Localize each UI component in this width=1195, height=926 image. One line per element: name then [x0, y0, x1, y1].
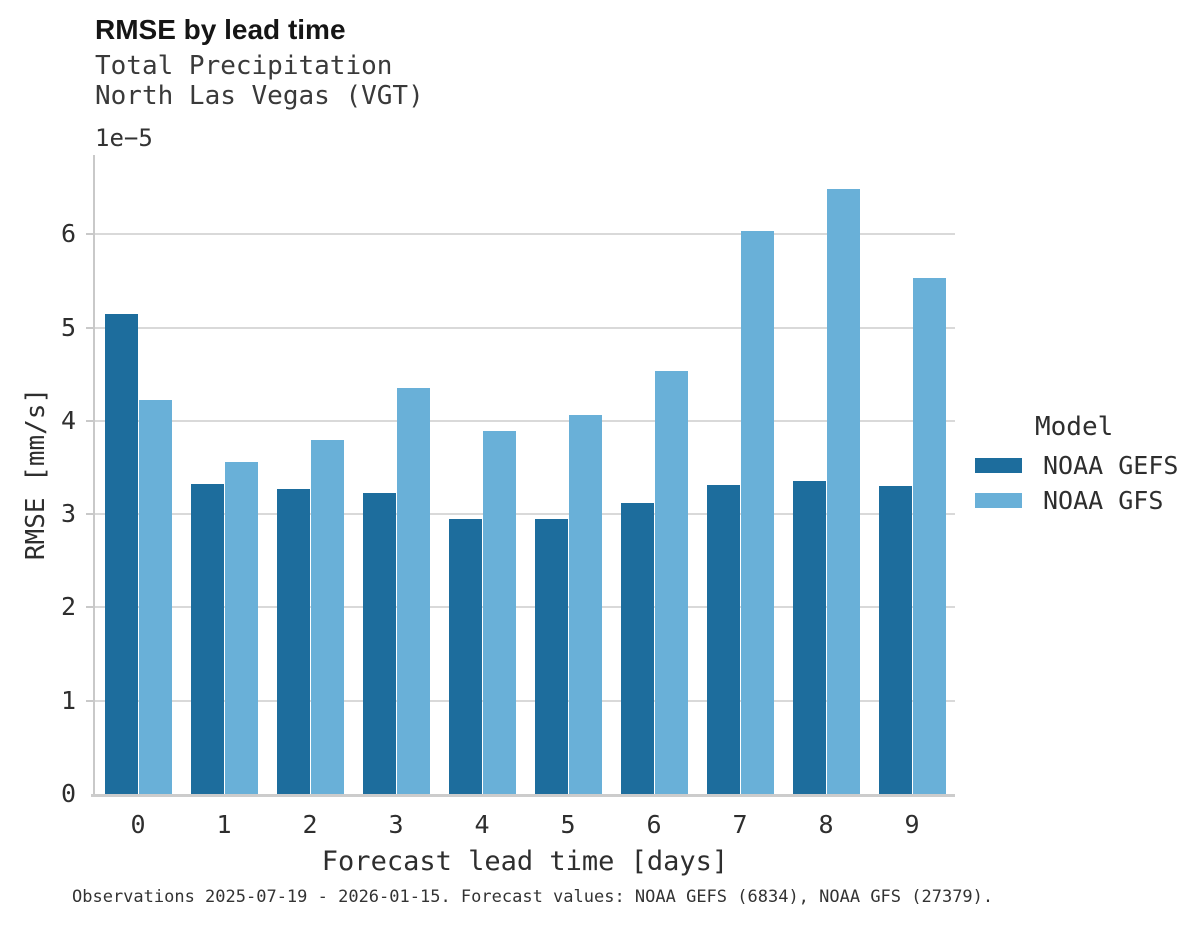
bar-noaa-gefs-day-2	[276, 488, 310, 794]
subtitle-location: North Las Vegas (VGT)	[95, 81, 424, 111]
bar-noaa-gefs-day-3	[362, 492, 396, 794]
bar-group-day-3	[353, 155, 439, 794]
y-tick-mark-2	[86, 606, 93, 609]
plot-area	[86, 155, 955, 797]
x-tick-label-7: 7	[732, 810, 748, 839]
y-tick-mark-5	[86, 326, 93, 329]
bar-group-day-8	[783, 155, 869, 794]
bar-noaa-gefs-day-0	[104, 313, 138, 794]
figure-caption: Observations 2025-07-19 - 2026-01-15. Fo…	[72, 887, 994, 907]
bar-noaa-gefs-day-5	[534, 518, 568, 794]
bar-noaa-gefs-day-4	[448, 518, 482, 794]
bar-noaa-gfs-day-0	[138, 400, 172, 794]
bar-noaa-gefs-day-8	[792, 480, 826, 794]
bar-group-day-7	[697, 155, 783, 794]
bar-noaa-gefs-day-7	[706, 485, 740, 794]
x-tick-label-1: 1	[216, 810, 232, 839]
y-tick-mark-1	[86, 699, 93, 702]
x-tick-label-4: 4	[474, 810, 490, 839]
bar-group-day-2	[267, 155, 353, 794]
bar-noaa-gfs-day-7	[740, 230, 774, 794]
bar-series-container	[95, 155, 955, 794]
bar-noaa-gefs-day-1	[190, 484, 224, 794]
x-tick-label-3: 3	[388, 810, 404, 839]
gridline-y-1	[95, 699, 955, 702]
bar-group-day-9	[869, 155, 955, 794]
y-tick-mark-4	[86, 419, 93, 422]
x-axis-title: Forecast lead time [days]	[321, 846, 729, 877]
legend: Model NOAA GEFS NOAA GFS	[975, 412, 1179, 515]
y-axis-scale-offset-label: 1e−5	[95, 124, 153, 152]
gridline-y-5	[95, 326, 955, 329]
y-axis-spine	[93, 155, 95, 794]
bar-noaa-gfs-day-3	[396, 388, 430, 794]
bar-noaa-gfs-day-6	[654, 371, 688, 794]
legend-item-noaa-gfs: NOAA GFS	[975, 485, 1178, 515]
bar-noaa-gefs-day-6	[620, 502, 654, 794]
x-tick-label-6: 6	[646, 810, 662, 839]
y-tick-label-2: 2	[60, 592, 76, 622]
gridline-y-2	[95, 606, 955, 609]
x-tick-label-5: 5	[560, 810, 576, 839]
legend-swatch-noaa-gfs	[975, 492, 1022, 508]
chart-title: RMSE by lead time	[95, 14, 346, 45]
chart-subtitle: Total Precipitation North Las Vegas (VGT)	[95, 51, 424, 111]
x-tick-label-0: 0	[130, 810, 146, 839]
bar-noaa-gefs-day-9	[878, 486, 912, 794]
x-axis-tick-labels: 0 1 2 3 4 5 6 7 8 9	[95, 810, 955, 839]
y-tick-label-0: 0	[60, 779, 76, 808]
y-tick-label-4: 4	[60, 405, 76, 435]
bar-group-day-0	[95, 155, 181, 794]
bar-noaa-gfs-day-5	[568, 415, 602, 794]
bar-noaa-gfs-day-1	[224, 461, 258, 794]
legend-swatch-noaa-gefs	[975, 457, 1022, 473]
gridline-y-4	[95, 419, 955, 422]
y-tick-label-6: 6	[60, 219, 76, 249]
bar-noaa-gfs-day-9	[912, 278, 946, 794]
gridline-y-3	[95, 513, 955, 516]
y-axis-tick-labels: 0 1 2 3 4 5 6	[40, 155, 76, 808]
bar-group-day-6	[611, 155, 697, 794]
x-tick-label-9: 9	[904, 810, 920, 839]
bar-noaa-gfs-day-8	[826, 188, 860, 794]
x-tick-label-2: 2	[302, 810, 318, 839]
bar-noaa-gfs-day-2	[310, 440, 344, 794]
legend-title: Model	[1035, 412, 1114, 442]
bar-group-day-4	[439, 155, 525, 794]
bar-group-day-5	[525, 155, 611, 794]
y-tick-label-3: 3	[60, 499, 76, 529]
y-tick-mark-3	[86, 513, 93, 516]
y-tick-label-5: 5	[60, 312, 76, 342]
legend-item-noaa-gefs: NOAA GEFS	[975, 450, 1179, 480]
gridline-y-6	[95, 233, 955, 236]
bar-noaa-gfs-day-4	[482, 431, 516, 794]
x-tick-label-8: 8	[818, 810, 834, 839]
y-tick-label-1: 1	[60, 685, 76, 715]
x-axis-spine	[91, 794, 955, 797]
bar-group-day-1	[181, 155, 267, 794]
legend-label-noaa-gefs: NOAA GEFS	[1043, 450, 1179, 480]
subtitle-variable: Total Precipitation	[95, 51, 393, 81]
y-tick-mark-6	[86, 233, 93, 236]
legend-label-noaa-gfs: NOAA GFS	[1043, 485, 1164, 515]
